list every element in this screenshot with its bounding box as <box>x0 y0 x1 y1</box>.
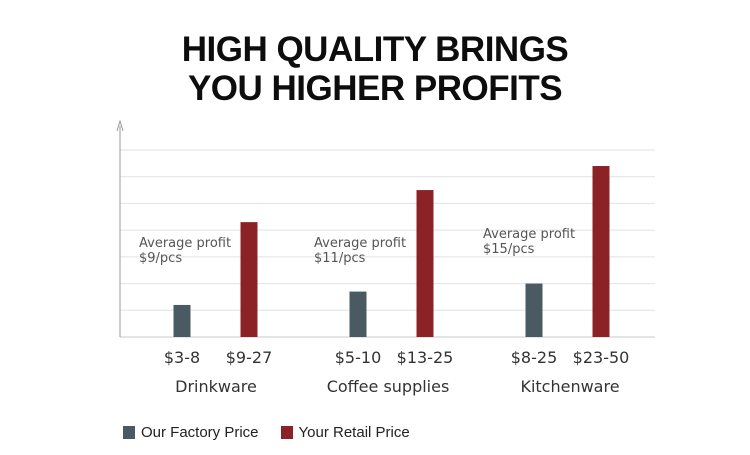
legend-swatch-retail <box>280 425 293 439</box>
legend-swatch-factory <box>123 425 135 439</box>
category-label-1: Drinkware <box>175 377 257 396</box>
bar-factory-3 <box>525 283 543 337</box>
category-label-3: Kitchenware <box>520 377 619 396</box>
annotation-line2-3: $15/pcs <box>483 242 535 257</box>
annotation-line1-2: Average profit <box>314 236 406 251</box>
y-axis-arrow <box>116 119 124 132</box>
chart-title-line-1: HIGH QUALITY BRINGS <box>181 30 569 69</box>
bar-factory-1 <box>173 304 191 337</box>
legend-label-factory: Our Factory Price <box>141 423 259 441</box>
price-label-factory-2: $5-10 <box>335 348 382 367</box>
annotation-line2-1: $9/pcs <box>139 251 182 266</box>
annotation-line1-1: Average profit <box>139 236 231 251</box>
price-label-factory-1: $3-8 <box>164 348 200 367</box>
category-label-2: Coffee supplies <box>327 377 450 396</box>
annotation-line2-2: $11/pcs <box>314 251 366 266</box>
bar-retail-3 <box>592 166 610 337</box>
price-label-retail-2: $13-25 <box>397 348 454 367</box>
bar-factory-2 <box>349 291 367 337</box>
chart-title-line-2: YOU HIGHER PROFITS <box>187 69 563 108</box>
bar-retail-2 <box>416 190 434 337</box>
bar-retail-1 <box>240 222 258 337</box>
price-label-factory-3: $8-25 <box>511 348 558 367</box>
legend: Our Factory Price Your Retail Price <box>123 422 432 442</box>
legend-item-retail: Your Retail Price <box>280 423 410 441</box>
price-label-retail-3: $23-50 <box>573 348 630 367</box>
legend-item-factory: Our Factory Price <box>123 424 259 441</box>
chart-title: HIGH QUALITY BRINGS YOU HIGHER PROFITS <box>0 30 750 108</box>
legend-label-retail: Your Retail Price <box>298 423 410 441</box>
annotation-line1-3: Average profit <box>483 227 575 242</box>
price-label-retail-1: $9-27 <box>226 348 273 367</box>
